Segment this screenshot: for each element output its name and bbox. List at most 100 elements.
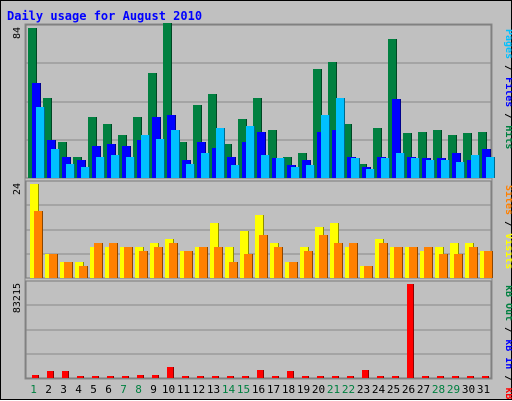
bar-edge <box>387 243 388 278</box>
bar-edge <box>284 158 285 178</box>
bar-hits-day-28 <box>433 130 442 178</box>
plot-area <box>24 23 493 380</box>
bar-files-day-25 <box>392 99 401 178</box>
bar-edge <box>357 243 358 278</box>
bar-hits-day-24 <box>373 128 382 178</box>
bar-edge <box>342 243 343 278</box>
x-tick-label-day-25: 25 <box>387 383 400 396</box>
bar-kb-f-day-4 <box>77 376 84 378</box>
bar-edge <box>132 247 133 278</box>
x-tick-label-day-22: 22 <box>342 383 355 396</box>
bar-edge <box>252 254 253 278</box>
bar-kb-f-day-22 <box>347 376 354 378</box>
axis-label-part: kB F <box>503 387 512 401</box>
bar-sites-day-12 <box>199 247 208 278</box>
bar-edge <box>449 160 450 178</box>
bar-kb-f-day-26 <box>407 284 414 378</box>
axis-label-part: / <box>503 369 512 387</box>
bar-kb-f-day-8 <box>137 375 144 378</box>
bar-kb-f-day-5 <box>92 376 99 378</box>
bar-edge <box>134 157 135 178</box>
bar-edge <box>254 126 255 178</box>
bar-kb-f-day-28 <box>437 376 444 378</box>
bar-pages-day-20 <box>321 115 330 178</box>
bar-hits-day-13 <box>208 94 217 178</box>
x-tick-label-day-29: 29 <box>447 383 460 396</box>
bar-edge <box>248 376 249 378</box>
bar-kb-f-day-14 <box>227 376 234 378</box>
bar-sites-day-26 <box>409 247 418 278</box>
bar-pages-day-16 <box>261 155 270 178</box>
x-tick-label-day-1: 1 <box>30 383 37 396</box>
bar-pages-day-3 <box>66 164 75 178</box>
bar-edge <box>102 243 103 278</box>
axis-label-part: / <box>503 59 512 77</box>
axis-label-part: / <box>503 107 512 125</box>
bar-sites-day-9 <box>154 247 163 278</box>
bar-edge <box>44 107 45 178</box>
bar-edge <box>171 23 172 178</box>
bar-kb-f-day-31 <box>482 376 489 378</box>
bar-kb-f-day-1 <box>32 375 39 378</box>
bar-edge <box>492 251 493 278</box>
bar-edge <box>83 376 84 378</box>
bar-edge <box>314 165 315 178</box>
axis-label-part: / <box>503 321 512 339</box>
bar-edge <box>327 235 328 278</box>
bar-edge <box>368 370 369 378</box>
bar-edge <box>98 376 99 378</box>
axis-label-part: kB In <box>503 339 512 369</box>
bar-pages-day-13 <box>216 128 225 178</box>
x-tick-label-day-10: 10 <box>162 383 175 396</box>
bar-sites-day-15 <box>244 254 253 278</box>
bar-sites-day-25 <box>394 247 403 278</box>
bar-edge <box>383 376 384 378</box>
x-tick-label-day-16: 16 <box>252 383 265 396</box>
bar-kb-f-day-12 <box>197 376 204 378</box>
bar-sites-day-21 <box>334 243 343 278</box>
bar-pages-day-21 <box>336 98 345 178</box>
bar-edge <box>192 251 193 278</box>
panel-2-max-label: 24 <box>12 183 23 195</box>
bar-edge <box>72 262 73 278</box>
bar-edge <box>464 162 465 178</box>
x-tick-label-day-13: 13 <box>207 383 220 396</box>
bar-kb-f-day-2 <box>47 371 54 378</box>
x-tick-label-day-26: 26 <box>402 383 415 396</box>
bar-sites-day-28 <box>439 254 448 278</box>
bar-kb-f-day-18 <box>287 371 294 378</box>
bar-pages-day-26 <box>411 158 420 178</box>
bar-edge <box>488 376 489 378</box>
bar-sites-day-20 <box>319 235 328 278</box>
bar-kb-f-day-27 <box>422 376 429 378</box>
bar-edge <box>398 376 399 378</box>
bar-edge <box>267 235 268 278</box>
bar-edge <box>413 284 414 378</box>
x-tick-label-day-8: 8 <box>135 383 142 396</box>
bar-sites-day-13 <box>214 247 223 278</box>
bar-sites-day-1 <box>34 211 43 278</box>
bar-edge <box>477 247 478 278</box>
bar-edge <box>329 115 330 178</box>
bar-kb-f-day-15 <box>242 376 249 378</box>
x-tick-label-day-28: 28 <box>432 383 445 396</box>
bar-edge <box>419 158 420 178</box>
bar-edge <box>374 169 375 178</box>
bar-edge <box>353 376 354 378</box>
bar-edge <box>411 133 412 178</box>
bar-kb-f-day-11 <box>182 376 189 378</box>
bar-kb-f-day-17 <box>272 376 279 378</box>
bar-sites-day-6 <box>109 243 118 278</box>
panel-1-max-label: 84 <box>12 27 23 39</box>
x-tick-label-day-31: 31 <box>477 383 490 396</box>
bar-edge <box>117 243 118 278</box>
bar-kb-f-day-10 <box>167 367 174 378</box>
x-tick-label-day-15: 15 <box>237 383 250 396</box>
bar-edge <box>68 371 69 378</box>
bar-edge <box>293 371 294 378</box>
bar-edge <box>276 130 277 178</box>
bar-pages-day-9 <box>156 139 165 178</box>
bar-edge <box>239 165 240 178</box>
bar-edge <box>57 254 58 278</box>
